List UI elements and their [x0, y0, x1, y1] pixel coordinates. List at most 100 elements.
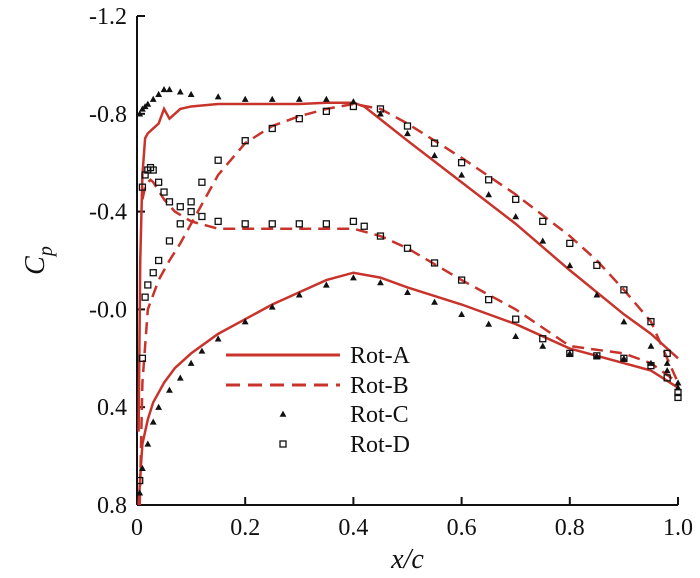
data-point	[360, 222, 368, 230]
data-point	[198, 212, 206, 221]
data-point	[403, 122, 412, 130]
data-point	[403, 244, 412, 252]
data-point	[166, 386, 173, 393]
y-tick-label: -0.0	[89, 297, 127, 323]
data-point	[620, 354, 628, 362]
series-rot-b	[138, 102, 680, 506]
data-point	[647, 317, 655, 326]
data-point	[187, 359, 195, 366]
data-point	[136, 476, 144, 485]
data-point	[512, 195, 520, 204]
data-point	[674, 379, 682, 386]
data-point	[295, 95, 303, 102]
data-point	[139, 464, 146, 472]
data-point	[620, 318, 628, 325]
series-rot-d	[136, 102, 682, 485]
data-point	[430, 139, 439, 147]
data-point	[136, 110, 144, 117]
data-point	[430, 259, 439, 267]
data-point	[663, 367, 671, 374]
data-point	[593, 352, 601, 360]
data-point	[241, 318, 249, 325]
data-point	[176, 220, 184, 228]
data-point	[149, 95, 157, 102]
data-point	[431, 151, 438, 159]
data-point	[349, 102, 358, 111]
data-point	[566, 349, 574, 358]
data-point	[539, 335, 547, 343]
y-tick-label: -0.4	[89, 200, 127, 226]
data-point	[295, 220, 303, 228]
legend-label: Rot-B	[350, 373, 409, 399]
data-point	[457, 159, 466, 167]
data-point	[663, 349, 671, 358]
y-tick-label: 0.4	[97, 395, 127, 421]
data-point	[166, 85, 173, 93]
legend-label: Rot-C	[350, 402, 409, 428]
data-point	[268, 124, 276, 133]
y-axis-label-sub: p	[35, 246, 57, 258]
data-point	[674, 393, 682, 402]
data-point	[241, 137, 249, 145]
data-point	[268, 303, 276, 310]
data-point	[138, 354, 147, 362]
data-point	[376, 105, 385, 113]
data-point	[593, 261, 601, 270]
data-point	[674, 384, 682, 391]
x-tick-label: 1.0	[663, 515, 693, 541]
series-line-upper	[141, 178, 679, 384]
data-point	[141, 293, 149, 301]
data-point	[566, 261, 574, 269]
data-point	[539, 217, 547, 226]
data-point	[404, 288, 411, 296]
data-point	[149, 166, 157, 174]
data-point	[165, 198, 174, 206]
data-point	[268, 220, 276, 228]
data-point	[198, 347, 206, 354]
data-point	[593, 352, 601, 359]
data-point	[214, 156, 222, 164]
data-point	[512, 213, 520, 220]
x-axis-label: x/c	[390, 544, 424, 575]
data-point	[539, 237, 547, 244]
data-point	[295, 115, 303, 123]
data-point	[214, 217, 222, 226]
data-point	[198, 178, 206, 186]
data-point	[138, 183, 147, 191]
data-point	[144, 440, 152, 447]
data-point	[136, 489, 144, 496]
series-line-upper	[137, 101, 679, 432]
x-tick-label: 0.6	[447, 515, 477, 541]
data-point	[279, 410, 287, 417]
legend-item-rot-c: Rot-C	[279, 402, 409, 428]
data-point	[241, 220, 249, 228]
data-point	[155, 403, 163, 410]
data-point	[663, 359, 671, 366]
data-point	[144, 100, 152, 107]
data-point	[322, 220, 331, 228]
data-point	[149, 418, 157, 425]
data-point	[566, 350, 574, 357]
data-point	[176, 203, 184, 211]
data-point	[593, 291, 601, 298]
axis-labels: x/c Cp	[20, 246, 424, 575]
y-axis-label-main: C	[20, 256, 51, 275]
data-point	[350, 98, 357, 105]
y-tick-label: -0.8	[89, 102, 127, 128]
data-point	[155, 90, 163, 97]
data-point	[431, 298, 438, 305]
data-point	[295, 291, 303, 298]
data-point	[485, 191, 493, 198]
data-point	[377, 279, 384, 286]
data-point	[349, 217, 358, 226]
y-tick-label: -1.2	[89, 4, 127, 30]
data-point	[322, 107, 331, 116]
data-point	[160, 85, 168, 93]
data-point	[187, 198, 195, 206]
data-point	[187, 207, 195, 216]
data-point	[160, 188, 168, 196]
data-point	[512, 315, 520, 323]
data-point	[620, 286, 628, 294]
data-point	[539, 342, 547, 349]
data-point	[647, 342, 655, 349]
